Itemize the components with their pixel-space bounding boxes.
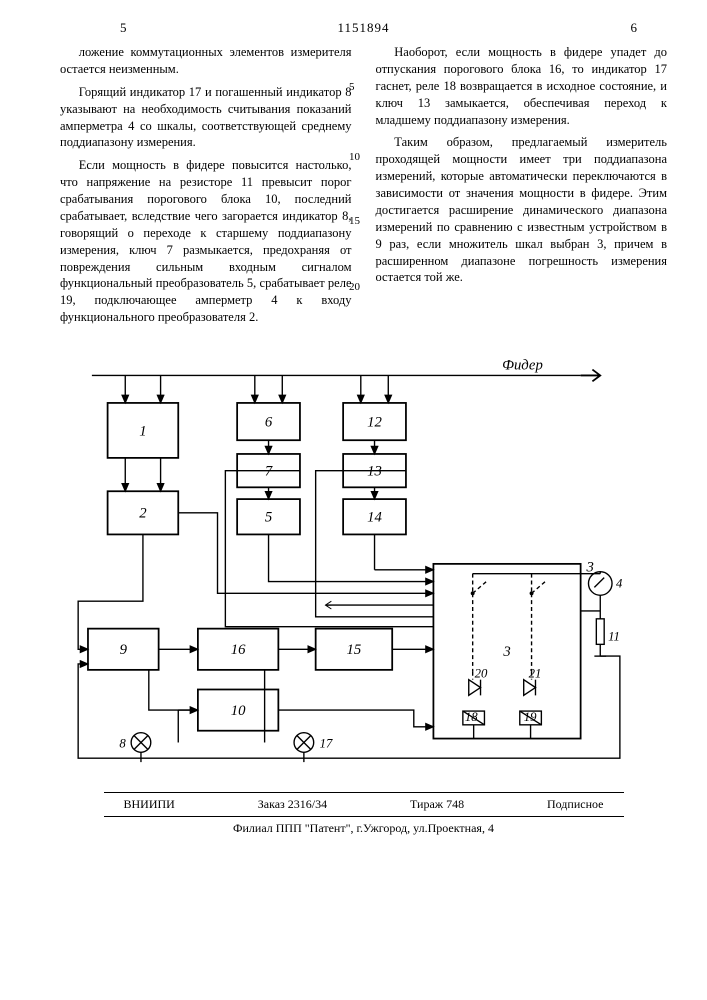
svg-text:Фидер: Фидер [502, 358, 543, 374]
right-column: Наоборот, если мощность в фидере упадет … [376, 44, 668, 332]
svg-text:10: 10 [231, 703, 246, 719]
paragraph: Горящий индикатор 17 и погашенный индика… [60, 84, 352, 152]
line-number: 20 [349, 282, 360, 293]
diagram-svg: Фидер1267512131491615103817341120211819 [70, 346, 630, 768]
text-columns: ложение коммутационных элементов измерит… [60, 44, 667, 332]
footer-sign: Подписное [547, 797, 604, 812]
line-number: 15 [349, 216, 360, 227]
svg-text:13: 13 [367, 464, 382, 480]
footer-rule [104, 792, 624, 793]
paragraph: ложение коммутационных элементов измерит… [60, 44, 352, 78]
block-diagram: Фидер1267512131491615103817341120211819 [70, 346, 630, 768]
svg-text:1: 1 [139, 423, 146, 439]
line-number: 10 [349, 152, 360, 163]
footer-address: Филиал ППП "Патент", г.Ужгород, ул.Проек… [60, 821, 667, 836]
footer-order: Заказ 2316/34 [258, 797, 327, 812]
svg-text:7: 7 [265, 464, 273, 480]
paragraph: Наоборот, если мощность в фидере упадет … [376, 44, 668, 128]
footer-rule [104, 816, 624, 817]
svg-text:9: 9 [120, 642, 128, 658]
svg-text:11: 11 [608, 629, 620, 643]
paragraph: Если мощность в фидере повысится настоль… [60, 157, 352, 326]
svg-text:17: 17 [320, 736, 333, 750]
footer-tirazh: Тираж 748 [410, 797, 464, 812]
svg-text:4: 4 [616, 576, 623, 590]
paragraph: Таким образом, предлагаемый измеритель п… [376, 134, 668, 286]
svg-text:18: 18 [465, 710, 478, 724]
page-number-right: 6 [631, 20, 638, 36]
svg-text:15: 15 [347, 642, 362, 658]
svg-text:8: 8 [119, 736, 126, 750]
svg-text:16: 16 [231, 642, 246, 658]
left-column: ложение коммутационных элементов измерит… [60, 44, 352, 332]
svg-text:3: 3 [502, 644, 510, 660]
page-number-left: 5 [120, 20, 127, 36]
svg-text:5: 5 [265, 510, 272, 526]
footer: ВНИИПИ Заказ 2316/34 Тираж 748 Подписное… [60, 792, 667, 836]
svg-text:21: 21 [529, 667, 542, 681]
svg-text:6: 6 [265, 414, 273, 430]
line-number: 5 [349, 82, 355, 93]
svg-text:20: 20 [475, 667, 488, 681]
footer-row: ВНИИПИ Заказ 2316/34 Тираж 748 Подписное [124, 797, 604, 812]
page: 5 1151894 6 5 10 15 20 ложение коммутаци… [0, 0, 707, 1000]
header: 5 1151894 6 [60, 20, 667, 44]
svg-text:2: 2 [139, 506, 147, 522]
svg-text:12: 12 [367, 414, 382, 430]
svg-text:19: 19 [524, 710, 537, 724]
footer-org: ВНИИПИ [124, 797, 175, 812]
svg-text:14: 14 [367, 510, 382, 526]
document-number: 1151894 [337, 20, 389, 36]
